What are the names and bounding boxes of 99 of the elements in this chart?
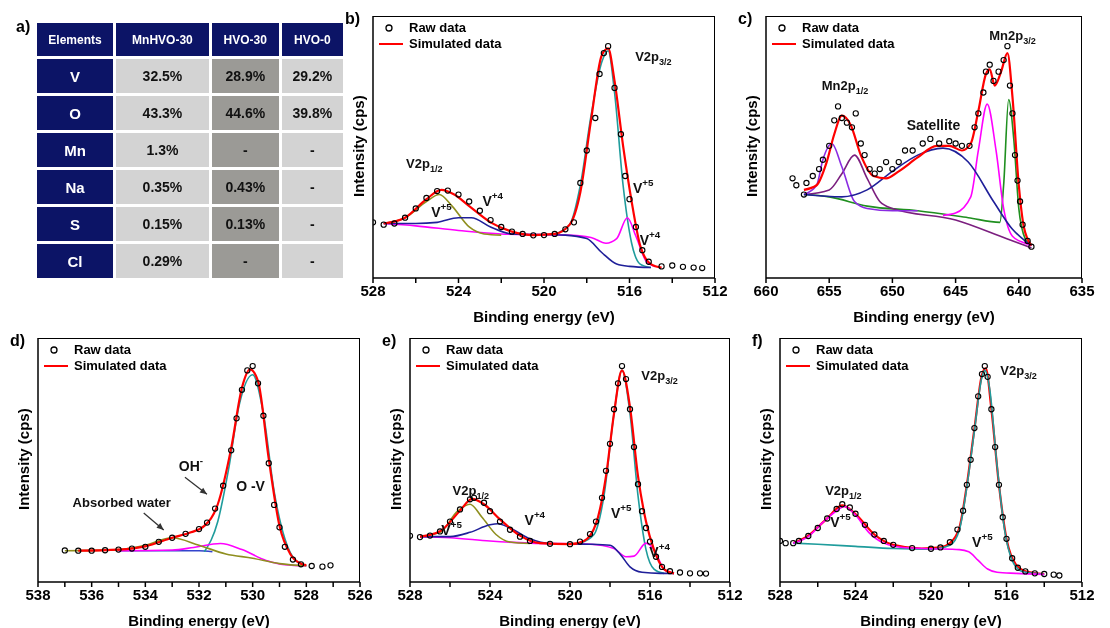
legend-label: Raw data xyxy=(409,20,467,36)
annotation: V2p$_{3/2}$ xyxy=(641,368,678,387)
x-tick-label: 520 xyxy=(531,281,557,299)
x-tick-label: 524 xyxy=(842,585,869,603)
annotation: Mn2p$_{3/2}$ xyxy=(989,28,1036,47)
chart-title: d) xyxy=(10,332,26,349)
annotation: V$^{+4}$ xyxy=(639,229,661,249)
annotation: V2p$_{3/2}$ xyxy=(635,49,672,68)
legend-label: Raw data xyxy=(446,342,504,358)
text: - xyxy=(242,142,248,158)
annotation: V2p$_{1/2}$ xyxy=(825,483,862,502)
legend-label: Simulated data xyxy=(816,358,909,374)
annotation: V2p$_{1/2}$ xyxy=(406,156,443,175)
category-label: Cl xyxy=(67,252,83,270)
text: - xyxy=(310,142,315,158)
y-axis-title: Intensity (cps) xyxy=(757,408,775,510)
text: - xyxy=(310,253,315,269)
text: - xyxy=(310,179,315,195)
annotation: V$^{+5}$ xyxy=(610,501,633,521)
x-axis-title: Binding energy (eV) xyxy=(853,308,995,325)
annotation: V$^{+5}$ xyxy=(830,511,852,531)
text: 32.5% xyxy=(142,68,183,84)
chart-title: c) xyxy=(738,10,753,27)
x-axis-title: Binding energy (eV) xyxy=(473,308,615,325)
text: 0.35% xyxy=(142,179,183,195)
annotation: Mn2p$_{1/2}$ xyxy=(821,78,869,97)
annotation: V$^{+5}$ xyxy=(431,200,453,220)
x-tick-label: 645 xyxy=(943,281,969,299)
x-tick-label: 538 xyxy=(25,585,51,603)
x-tick-label: 528 xyxy=(360,281,386,299)
x-tick-label: 520 xyxy=(918,585,944,603)
annotation: V2p$_{3/2}$ xyxy=(1000,363,1037,382)
annotation: V$^{+4}$ xyxy=(524,509,546,528)
x-tick-label: 516 xyxy=(993,585,1020,603)
text: 0.29% xyxy=(142,253,183,269)
annotation: Absorbed water xyxy=(72,495,171,511)
y-axis-title: Intensity (cps) xyxy=(350,95,368,197)
text: 0.15% xyxy=(142,216,183,232)
x-tick-label: 530 xyxy=(240,585,266,603)
chart-title: f) xyxy=(752,332,763,349)
legend-label: Raw data xyxy=(816,342,874,358)
text: 29.2% xyxy=(292,68,333,84)
y-axis-title: Intensity (cps) xyxy=(387,408,405,510)
legend-label: Raw data xyxy=(802,20,860,36)
chart-title: e) xyxy=(382,332,397,349)
text: 28.9% xyxy=(225,68,266,84)
text: 1.3% xyxy=(146,142,179,158)
annotation: OH$^{-}$ xyxy=(178,455,204,475)
text: Elements xyxy=(35,21,115,58)
annotation: V$^{+5}$ xyxy=(972,531,994,550)
category-label: V xyxy=(69,67,80,85)
text: 43.3% xyxy=(142,105,183,121)
x-tick-label: 512 xyxy=(717,585,743,603)
x-tick-label: 524 xyxy=(477,585,504,603)
x-tick-label: 635 xyxy=(1069,281,1095,299)
y-axis-title: Intensity (cps) xyxy=(15,408,33,510)
category-label: S xyxy=(69,215,80,233)
x-tick-label: 534 xyxy=(132,585,159,603)
x-tick-label: 655 xyxy=(816,281,842,299)
x-tick-label: 512 xyxy=(702,281,728,299)
text: 44.6% xyxy=(225,105,266,121)
x-tick-label: 532 xyxy=(186,585,212,603)
category-label: MnHVO-30 xyxy=(114,21,211,58)
x-tick-label: 528 xyxy=(397,585,423,603)
category-label: HVO-0 xyxy=(280,21,345,58)
legend-label: Raw data xyxy=(74,342,132,358)
text: - xyxy=(242,253,248,269)
legend-label: Simulated data xyxy=(446,358,539,374)
annotation: V$^{+5}$ xyxy=(632,177,654,196)
x-tick-label: 524 xyxy=(445,281,472,299)
annotation: V2p$_{1/2}$ xyxy=(452,483,490,502)
x-tick-label: 516 xyxy=(616,281,643,299)
legend-label: Simulated data xyxy=(802,36,895,52)
text: - xyxy=(310,216,315,232)
annotation: V$^{+4}$ xyxy=(482,190,504,209)
annotation: Satellite xyxy=(906,116,961,133)
x-tick-label: 526 xyxy=(347,585,373,603)
x-tick-label: 520 xyxy=(557,585,583,603)
legend-label: Simulated data xyxy=(409,36,502,52)
x-tick-label: 528 xyxy=(767,585,793,603)
text: 39.8% xyxy=(292,105,333,121)
x-tick-label: 640 xyxy=(1006,281,1032,299)
category-label: Mn xyxy=(64,141,86,159)
text: 0.43% xyxy=(225,179,266,195)
x-tick-label: 512 xyxy=(1069,585,1095,603)
category-label: Na xyxy=(65,178,85,196)
category-label: HVO-30 xyxy=(210,21,281,58)
x-tick-label: 660 xyxy=(753,281,779,299)
legend-label: Simulated data xyxy=(74,358,167,374)
category-label: O xyxy=(69,104,81,122)
annotation: O -V xyxy=(236,477,266,494)
x-tick-label: 536 xyxy=(79,585,105,603)
text: 0.13% xyxy=(225,216,266,232)
y-axis-title: Intensity (cps) xyxy=(743,95,761,197)
x-tick-label: 516 xyxy=(637,585,663,603)
chart-title: b) xyxy=(345,10,361,27)
x-tick-label: 528 xyxy=(293,585,319,603)
x-tick-label: 650 xyxy=(879,281,905,299)
text: a) xyxy=(16,18,31,36)
